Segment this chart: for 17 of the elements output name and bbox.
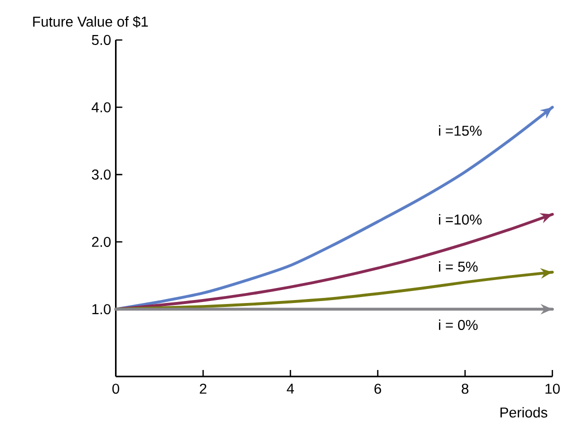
y-tick-label: 5.0: [92, 34, 111, 46]
series-label: i = 5%: [439, 261, 478, 272]
x-tick-label: 4: [286, 384, 294, 394]
y-tick-label: 1.0: [92, 304, 111, 314]
x-tick-label: 2: [200, 384, 206, 394]
series-label: i = 0%: [439, 320, 478, 330]
series-label: i =10%: [439, 214, 482, 225]
y-tick-label: 3.0: [92, 170, 111, 180]
series-label: i =15%: [439, 125, 482, 136]
y-tick-label: 4.0: [92, 102, 111, 112]
x-tick-label: 0: [112, 384, 120, 394]
x-tick-label: 8: [462, 384, 468, 394]
x-tick-label: 10: [546, 384, 560, 394]
x-axis-title: Periods: [500, 407, 548, 418]
y-tick-label: 2.0: [92, 236, 111, 248]
y-axis-title: Future Value of $1: [33, 16, 148, 28]
x-tick-label: 6: [374, 384, 382, 394]
